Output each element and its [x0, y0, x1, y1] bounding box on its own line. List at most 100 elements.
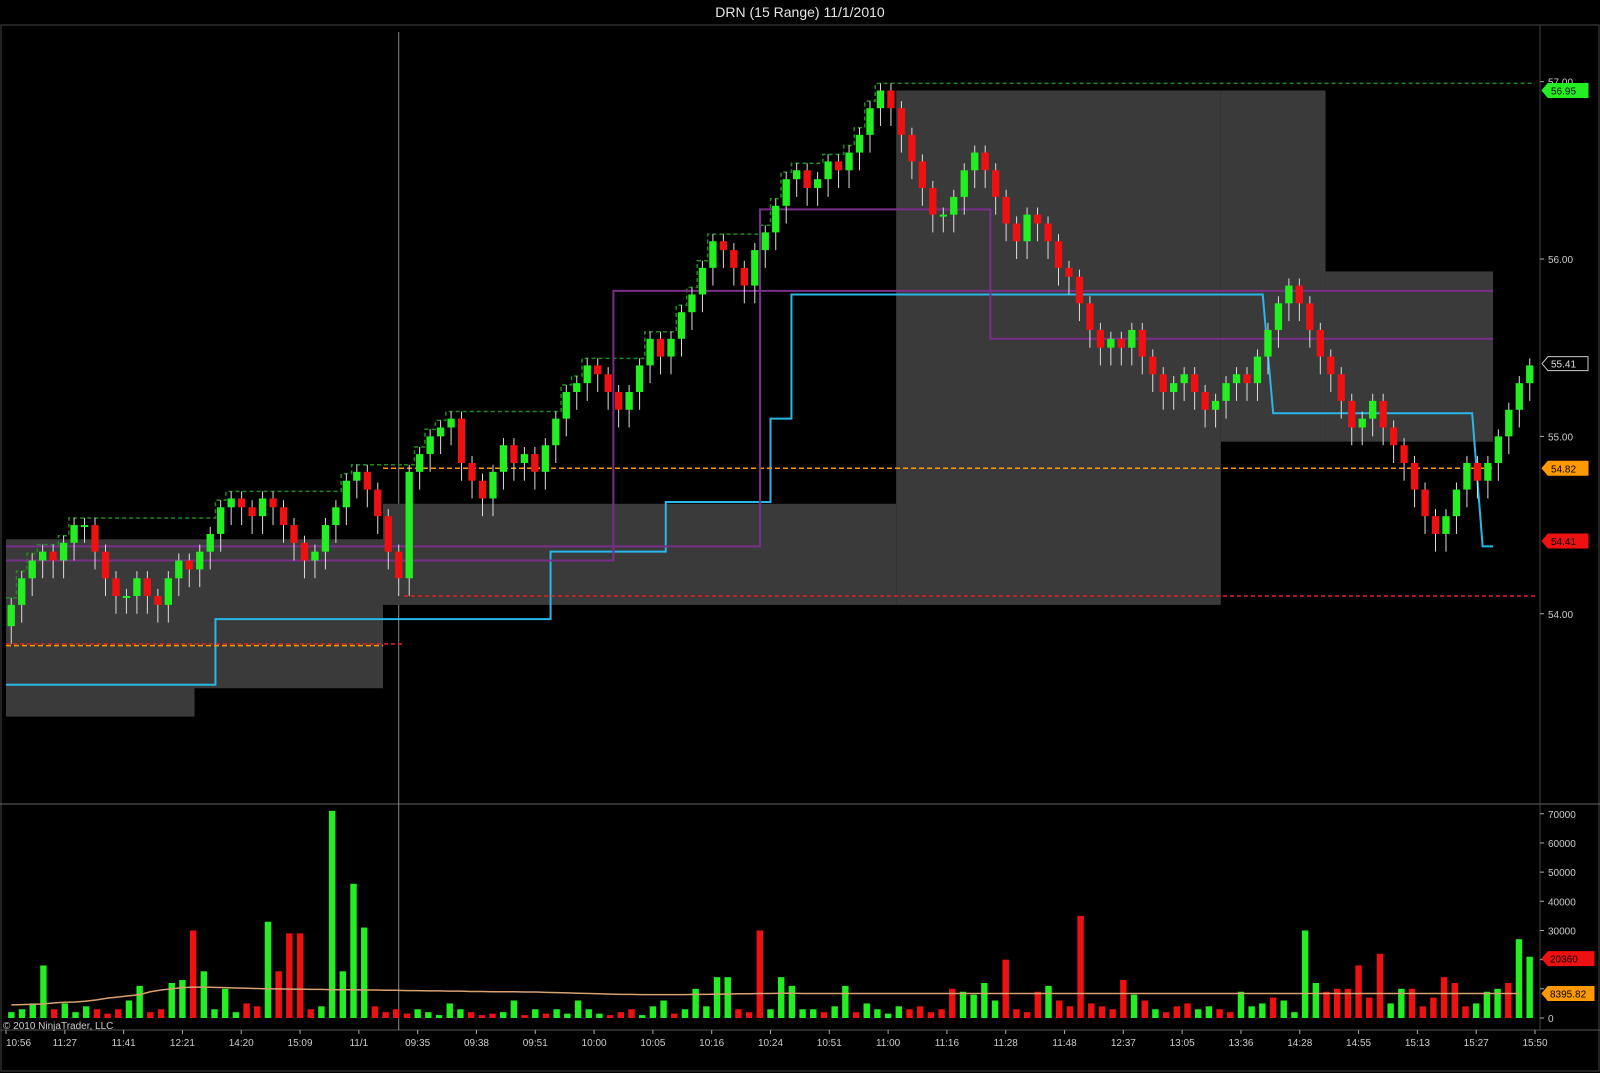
candle	[845, 145, 853, 189]
candle-body	[583, 365, 591, 384]
candle	[436, 420, 445, 455]
candle-body	[991, 170, 1000, 197]
volume-bar	[553, 1009, 560, 1018]
candle	[290, 517, 298, 561]
candle-body	[1515, 383, 1523, 410]
candle	[803, 163, 811, 206]
volume-bar	[1366, 997, 1373, 1018]
volume-bar	[863, 1003, 870, 1018]
volume-bar	[671, 1013, 678, 1018]
volume-bar	[724, 977, 731, 1018]
candle-body	[332, 507, 340, 526]
candle-body	[1306, 303, 1314, 330]
volume-bar	[1419, 1006, 1426, 1018]
candle-body	[1117, 338, 1125, 348]
candle-body	[478, 480, 487, 499]
indicator-lines	[6, 82, 1535, 686]
volume-bar	[895, 1006, 903, 1018]
volume-bar	[1194, 1009, 1202, 1018]
volume-bar	[1216, 1009, 1223, 1018]
volume-bar	[1494, 988, 1501, 1018]
volume-bar	[1259, 1003, 1266, 1018]
candle-body	[1149, 356, 1157, 375]
price-marker-label: 54.82	[1551, 464, 1576, 475]
candle	[510, 438, 518, 481]
volume-bar	[147, 1012, 154, 1018]
chart-frame	[0, 24, 1600, 1072]
candle	[1484, 455, 1492, 499]
volume-bar	[1237, 991, 1245, 1018]
candle-body	[447, 418, 455, 428]
volume-bar	[1312, 982, 1320, 1018]
volume-bar	[1430, 997, 1437, 1018]
candle	[1159, 367, 1167, 410]
candle-body	[1211, 400, 1220, 410]
time-tick-label: 10:00	[582, 1038, 607, 1049]
candle	[384, 509, 392, 570]
candle	[782, 172, 790, 224]
volume-bar	[200, 971, 208, 1018]
candle-body	[793, 170, 801, 180]
volume-bar	[115, 1009, 122, 1018]
volume-bar	[1451, 982, 1459, 1018]
candle-body	[573, 383, 581, 393]
candle-body	[217, 507, 225, 534]
candle-body	[688, 294, 696, 313]
time-tick-label: 11:28	[994, 1038, 1019, 1049]
candle-body	[1253, 356, 1262, 384]
volume-bar	[136, 985, 143, 1018]
candle	[18, 571, 26, 623]
time-tick-label: 11:48	[1052, 1038, 1077, 1049]
candle	[1190, 367, 1199, 410]
candle-body	[908, 134, 916, 162]
candle-body	[384, 516, 392, 552]
volume-bar	[211, 1009, 218, 1018]
indicator-bands	[6, 90, 1494, 717]
candle-body	[971, 152, 979, 171]
candle-body	[1473, 462, 1482, 481]
time-tick-label: 09:35	[405, 1038, 430, 1049]
candle-body	[1243, 374, 1251, 384]
volume-bar	[40, 965, 47, 1018]
volume-bar	[1472, 1003, 1480, 1018]
candle	[91, 517, 99, 570]
candle-body	[154, 596, 162, 605]
candle	[1075, 269, 1084, 322]
volume-bar	[1440, 977, 1448, 1018]
volume-bar	[1515, 939, 1523, 1018]
candle-body	[258, 498, 267, 517]
candle	[541, 438, 550, 490]
candle-body	[112, 578, 120, 597]
candle-body	[751, 250, 759, 286]
candle-body	[520, 454, 529, 463]
candle-body	[1054, 241, 1063, 268]
candle	[1201, 384, 1209, 428]
candle-body	[1222, 383, 1230, 401]
candle	[688, 287, 696, 330]
time-tick-label: 13:36	[1228, 1038, 1253, 1049]
candle-body	[1180, 374, 1188, 384]
volume-marker-label: 20360	[1550, 955, 1578, 966]
candle-body	[531, 454, 539, 472]
candle	[70, 517, 78, 561]
volume-bar	[8, 1012, 15, 1018]
candle-body	[677, 312, 686, 339]
volume-bar	[756, 930, 764, 1018]
candle	[751, 243, 759, 304]
candle	[1410, 455, 1419, 508]
volume-bar	[393, 1009, 400, 1018]
candle-body	[395, 551, 403, 579]
candle	[656, 331, 665, 375]
candle	[520, 447, 529, 481]
time-tick-label: 11/1	[349, 1038, 368, 1049]
candle	[793, 163, 801, 197]
candle-body	[457, 418, 466, 463]
candle	[1149, 349, 1157, 393]
candle-body	[1295, 285, 1304, 304]
candle	[908, 127, 916, 180]
volume-bar	[585, 1009, 592, 1018]
candle-body	[1201, 392, 1209, 410]
candle	[133, 571, 141, 614]
volume-bar	[1269, 997, 1277, 1018]
